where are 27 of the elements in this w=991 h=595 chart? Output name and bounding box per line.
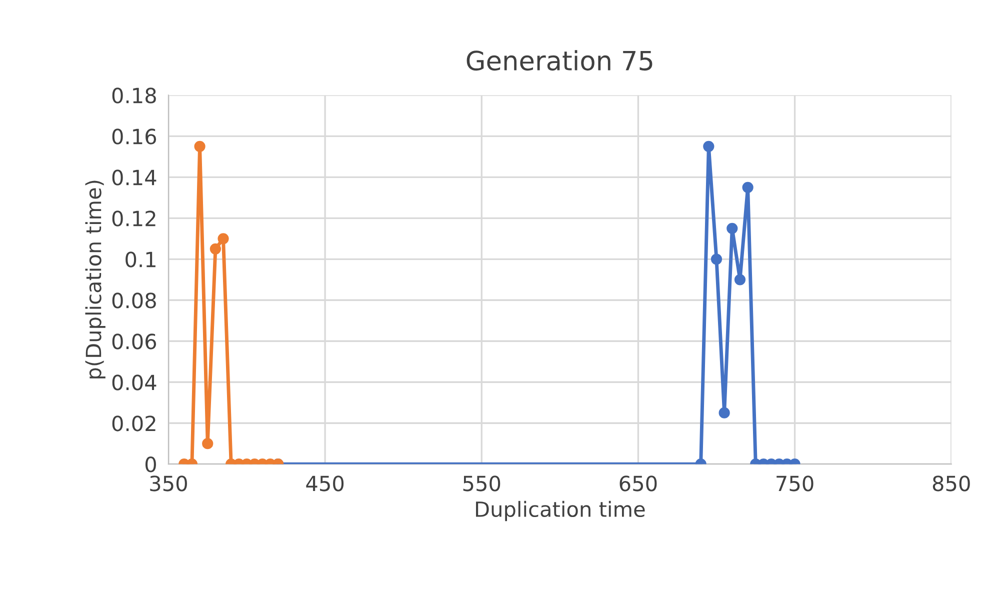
y-tick-label: 0.16: [112, 128, 156, 144]
y-tick-label: 0.02: [112, 416, 156, 432]
y-tick-label: 0: [145, 456, 156, 472]
point: [742, 182, 754, 193]
y-tick-label: 0.08: [112, 292, 156, 308]
x-tick-label: 750: [776, 476, 814, 492]
y-axis-title: p(Duplication time): [85, 180, 106, 378]
point: [703, 140, 714, 152]
y-tick-label: 0.18: [112, 88, 156, 104]
y-tick-label: 0.04: [112, 374, 156, 390]
y-tick-label: 0.14: [112, 170, 156, 186]
point: [194, 140, 206, 152]
x-tick-label: 350: [150, 476, 187, 492]
point: [710, 254, 722, 265]
y-tick-label: 0.1: [126, 252, 156, 268]
x-tick-label: 650: [620, 476, 657, 492]
x-axis-title: Duplication time: [476, 500, 645, 522]
point: [218, 233, 229, 244]
point: [734, 274, 746, 286]
chart-title: Generation 75: [466, 50, 652, 71]
x-tick-label: 850: [932, 476, 970, 492]
point: [210, 243, 221, 254]
point: [726, 222, 738, 234]
y-tick-label: 0.12: [112, 210, 156, 226]
y-tick-label: 0.06: [112, 334, 156, 350]
x-tick-label: 550: [463, 476, 500, 492]
x-tick-label: 450: [306, 476, 344, 492]
